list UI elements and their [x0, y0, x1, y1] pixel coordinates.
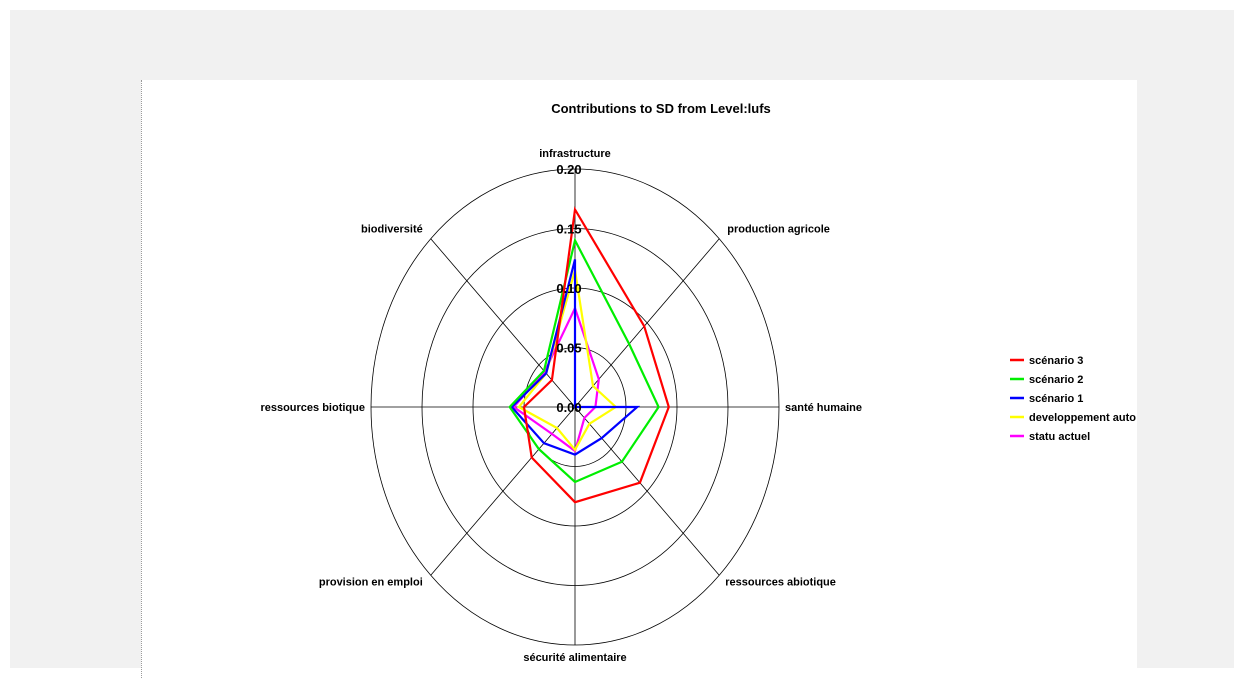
- labels: 0.00 0.05 0.10 0.15 0.20 infrastructure produc…: [260, 148, 862, 664]
- legend-label: statu actuel: [1029, 431, 1090, 443]
- chart-panel: Contributions to SD from Level:lufs 0.00…: [141, 80, 1137, 678]
- legend-label: scénario 2: [1029, 374, 1083, 386]
- tick-label: 0.10: [556, 281, 581, 296]
- legend-label: scénario 1: [1029, 393, 1083, 405]
- tick-label: 0.15: [556, 222, 581, 237]
- window-background: Contributions to SD from Level:lufs 0.00…: [10, 10, 1234, 678]
- chart-title: Contributions to SD from Level:lufs: [551, 101, 771, 116]
- axis-label: santé humaine: [785, 402, 862, 414]
- series-line: [522, 206, 670, 504]
- series-line: [508, 237, 660, 484]
- legend-label: developpement auto: [1029, 412, 1136, 424]
- series-line: [517, 269, 618, 452]
- axis-label: ressources biotique: [260, 402, 365, 414]
- legend[interactable]: scénario 3 scénario 2 scénario 1 developpem…: [1010, 355, 1136, 443]
- spoke-3: [574, 406, 720, 576]
- spoke-7: [430, 238, 576, 408]
- radar-chart: Contributions to SD from Level:lufs 0.00…: [260, 101, 1136, 664]
- axis-label: infrastructure: [539, 148, 611, 160]
- axis-label: production agricole: [727, 224, 830, 236]
- tick-label: 0.20: [556, 162, 581, 177]
- axis-label: ressources abiotique: [725, 576, 836, 588]
- axis-label: provision en emploi: [319, 576, 423, 588]
- tick-label: 0.00: [556, 400, 581, 415]
- spoke-5: [430, 406, 576, 576]
- tick-label: 0.05: [556, 341, 581, 356]
- axis-label: sécurité alimentaire: [523, 652, 626, 664]
- series-line: [510, 259, 641, 456]
- axis-label: biodiversité: [361, 224, 423, 236]
- series-lines: [508, 206, 670, 504]
- legend-label: scénario 3: [1029, 355, 1083, 367]
